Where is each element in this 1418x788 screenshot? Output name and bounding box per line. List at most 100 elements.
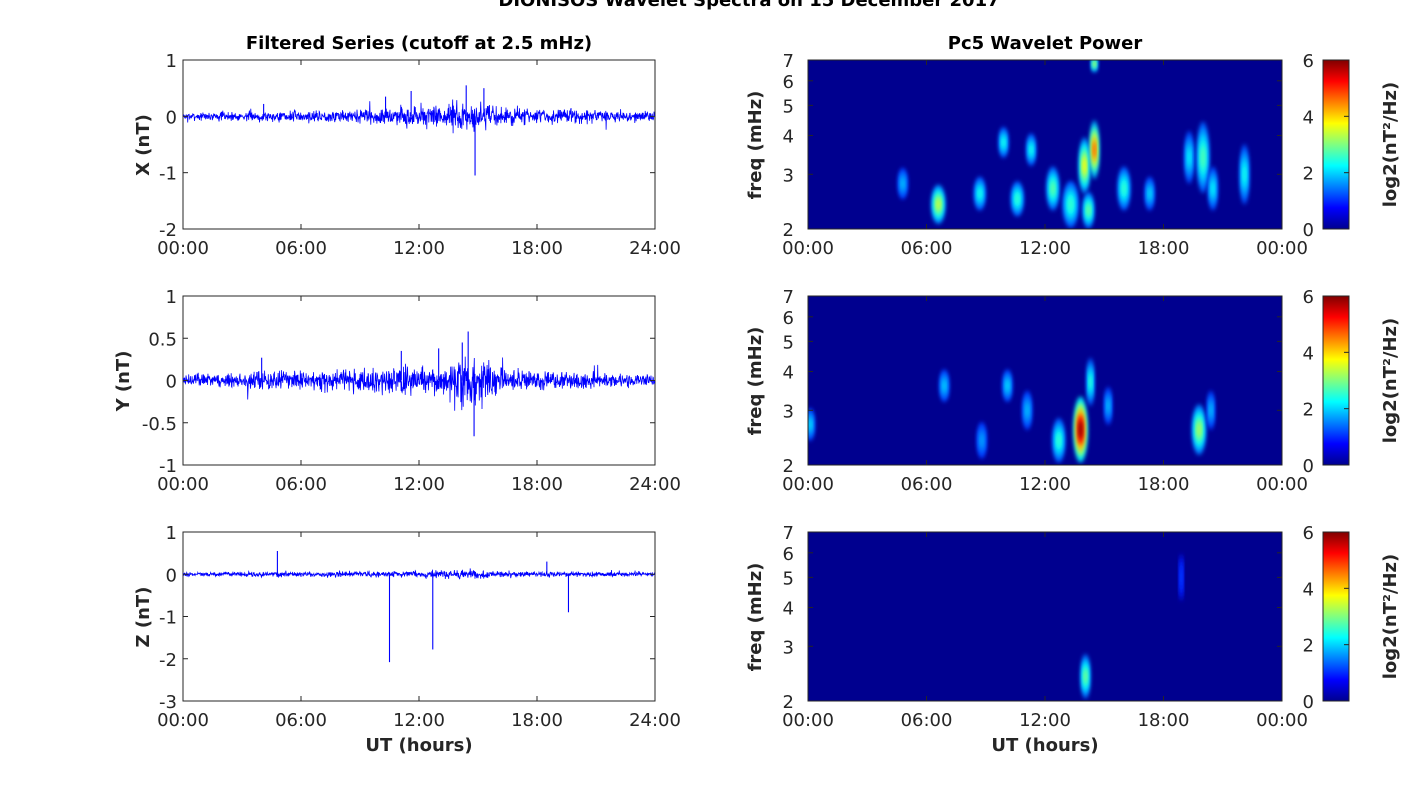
y-tick-label: 0.5 xyxy=(148,329,177,350)
panel-y-xticks: 00:00 06:00 12:00 18:00 24:00 xyxy=(157,296,681,495)
panel-z-ylabel: Z (nT) xyxy=(133,587,154,648)
panel-x-spectrum: Pc5 Wavelet Power 2 3 4 5 67 00:00 06:00 12:00… xyxy=(745,33,1308,259)
panel-y-yticks: -1 -0.5 0 0.5 1 xyxy=(142,287,655,477)
panel-z-series: -3 -2 -1 0 1 00:00 06:00 12:00 18:00 24:00 Z (nT… xyxy=(133,523,681,756)
x-tick-label: 18:00 xyxy=(1138,710,1190,731)
x-tick-label: 24:00 xyxy=(629,238,681,259)
x-tick-label: 18:00 xyxy=(1138,238,1190,259)
spectrum-x-xticks: 00:00 06:00 12:00 18:00 00:00 xyxy=(782,60,1308,259)
y-tick-label: 0 xyxy=(166,565,177,586)
power-blob xyxy=(1086,204,1091,216)
x-tick-label: 00:00 xyxy=(1256,474,1308,495)
colorbar-tick-label: 2 xyxy=(1303,400,1314,421)
spectrum-z-yticks: 2 3 4 5 67 xyxy=(783,523,1282,713)
colorbar-scale xyxy=(1322,59,1350,230)
colorbar-tick-label: 0 xyxy=(1303,220,1314,241)
panel-y-series: -1 -0.5 0 0.5 1 00:00 06:00 12:00 18:00 24:00 Y … xyxy=(113,287,681,495)
spectrum-x-yticks: 2 3 4 5 67 xyxy=(783,51,1282,241)
x-tick-label: 00:00 xyxy=(1256,238,1308,259)
y-tick-label: -2 xyxy=(159,650,177,671)
colorbar-label: log2(nT²/Hz) xyxy=(1380,554,1401,680)
x-tick-label: 06:00 xyxy=(901,710,953,731)
panel-x-series: Filtered Series (cutoff at 2.5 mHz) -2 -1… xyxy=(133,33,681,259)
y-tick-label: -0.5 xyxy=(142,414,177,435)
x-tick-label: 06:00 xyxy=(275,238,327,259)
x-tick-label: 06:00 xyxy=(275,474,327,495)
panel-y-trace xyxy=(183,331,655,437)
spectrum-y-yticks: 2 3 4 5 67 xyxy=(783,287,1282,477)
spectrum-z-power xyxy=(1080,553,1184,699)
spectrum-z-xlabel: UT (hours) xyxy=(991,735,1098,756)
colorbar-y: 0 2 4 6 log2(nT²/Hz) xyxy=(1303,287,1401,477)
y-tick-label: -2 xyxy=(159,220,177,241)
power-blob xyxy=(1197,422,1201,437)
colorbar-tick-label: 6 xyxy=(1303,523,1314,544)
x-tick-label: 12:00 xyxy=(393,710,445,731)
x-tick-label: 00:00 xyxy=(1256,710,1308,731)
y-tick-label: 6 xyxy=(783,544,794,565)
x-tick-label: 06:00 xyxy=(901,474,953,495)
panel-x-ylabel: X (nT) xyxy=(133,114,154,176)
panel-y-spectrum: 2 3 4 5 67 00:00 06:00 12:00 18:00 00:00 freq (m… xyxy=(745,287,1308,495)
x-tick-label: 00:00 xyxy=(157,238,209,259)
power-blob xyxy=(1107,400,1110,412)
y-tick-label: -3 xyxy=(159,692,177,713)
y-tick-label: -1 xyxy=(159,608,177,629)
x-tick-label: 18:00 xyxy=(511,474,563,495)
x-tick-label: 00:00 xyxy=(782,474,834,495)
power-blob xyxy=(1093,141,1096,158)
panel-x-title: Filtered Series (cutoff at 2.5 mHz) xyxy=(246,33,592,54)
y-tick-label: 0 xyxy=(166,372,177,393)
y-tick-label: 6 xyxy=(783,72,794,93)
y-tick-label: 2 xyxy=(783,220,794,241)
y-tick-label: 1 xyxy=(166,287,177,308)
x-tick-label: 06:00 xyxy=(275,710,327,731)
spectrum-z-ylabel: freq (mHz) xyxy=(745,563,766,672)
y-tick-label: -1 xyxy=(159,164,177,185)
power-blob xyxy=(1187,150,1191,165)
power-blob xyxy=(942,381,946,391)
x-tick-label: 00:00 xyxy=(782,710,834,731)
panel-z-yticks: -3 -2 -1 0 1 xyxy=(159,523,655,713)
colorbar-tick-label: 0 xyxy=(1303,456,1314,477)
power-blob xyxy=(1051,182,1055,195)
colorbar-tick-label: 0 xyxy=(1303,692,1314,713)
x-tick-label: 00:00 xyxy=(782,238,834,259)
x-tick-label: 12:00 xyxy=(393,474,445,495)
y-tick-label: 7 xyxy=(783,51,794,72)
power-blob xyxy=(1209,404,1212,416)
power-blob xyxy=(1093,61,1096,67)
y-tick-label: 2 xyxy=(783,456,794,477)
y-tick-label: 4 xyxy=(783,126,794,147)
power-blob xyxy=(1025,404,1029,416)
colorbar-label: log2(nT²/Hz) xyxy=(1380,82,1401,208)
power-blob xyxy=(1122,182,1126,195)
y-tick-label: 5 xyxy=(783,568,794,589)
x-tick-label: 18:00 xyxy=(511,710,563,731)
panel-z-trace xyxy=(183,551,655,663)
panel-z-xticks: 00:00 06:00 12:00 18:00 24:00 xyxy=(157,532,681,731)
colorbar-scale xyxy=(1322,295,1350,466)
panel-x-trace xyxy=(183,85,655,176)
y-tick-label: 4 xyxy=(783,362,794,383)
x-tick-label: 12:00 xyxy=(393,238,445,259)
colorbar-tick-label: 4 xyxy=(1303,343,1314,364)
series-line xyxy=(183,568,655,580)
power-blob xyxy=(1068,197,1073,212)
y-tick-label: 7 xyxy=(783,523,794,544)
y-tick-label: 1 xyxy=(166,523,177,544)
y-tick-label: 4 xyxy=(783,598,794,619)
y-tick-label: 1 xyxy=(166,51,177,72)
y-tick-label: 5 xyxy=(783,96,794,117)
y-tick-label: 2 xyxy=(783,692,794,713)
x-tick-label: 12:00 xyxy=(1019,710,1071,731)
colorbar-tick-label: 6 xyxy=(1303,51,1314,72)
colorbar-label: log2(nT²/Hz) xyxy=(1380,318,1401,444)
panel-y-ylabel: Y (nT) xyxy=(113,351,134,413)
power-blob xyxy=(1002,138,1005,147)
power-blob xyxy=(1082,157,1087,174)
panel-z-xlabel: UT (hours) xyxy=(365,735,472,756)
y-tick-label: -1 xyxy=(159,456,177,477)
panel-x-xticks: 00:00 06:00 12:00 18:00 24:00 xyxy=(157,60,681,259)
